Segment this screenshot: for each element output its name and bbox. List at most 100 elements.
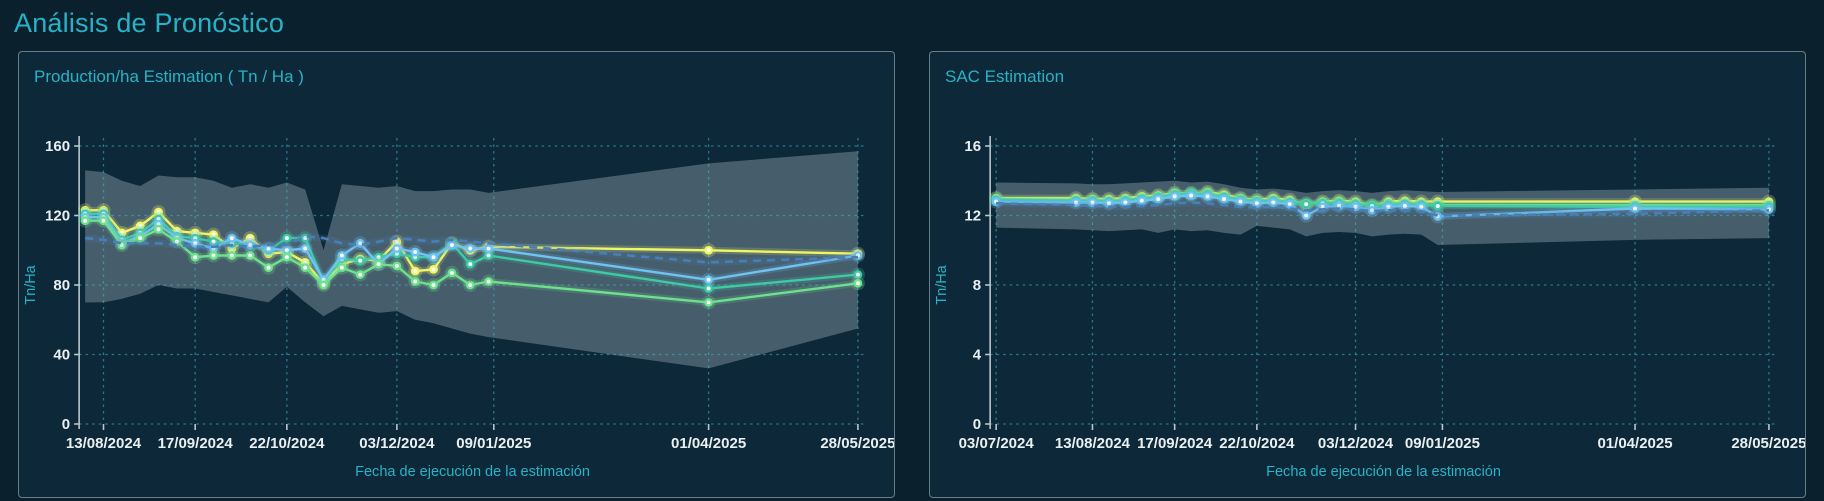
production-estimation-panel: Production/ha Estimation ( Tn / Ha ) 0 40… bbox=[18, 51, 895, 498]
y-tick-label: 8 bbox=[973, 277, 981, 294]
y-tick-label: 160 bbox=[45, 138, 70, 155]
estimation-green-point-center bbox=[431, 283, 436, 287]
estimation-teal-point-center bbox=[303, 236, 308, 241]
estimation-blue-point-center bbox=[486, 246, 491, 251]
estimation-blue-point-center bbox=[413, 249, 418, 254]
x-tick-label: 01/04/2025 bbox=[1597, 435, 1672, 452]
estimation-blue-point-center bbox=[1287, 202, 1292, 207]
estimation-teal-point-center bbox=[706, 286, 711, 291]
estimation-green-point-center bbox=[174, 239, 179, 244]
estimation-yellow-point-center bbox=[413, 269, 418, 274]
estimation-teal-point-center bbox=[855, 272, 860, 277]
estimation-blue-point-center bbox=[1633, 206, 1638, 211]
estimation-green-point-center bbox=[468, 283, 473, 287]
x-axis-title: Fecha de ejecución de la estimación bbox=[355, 464, 590, 480]
page-title: Análisis de Pronóstico bbox=[14, 8, 285, 38]
estimation-teal-point-center bbox=[211, 239, 216, 244]
estimation-green-point-center bbox=[248, 253, 253, 258]
estimation-yellow-point-center bbox=[156, 210, 161, 215]
y-axis-title: Tn/Ha bbox=[934, 264, 950, 304]
x-axis-title: Fecha de ejecución de la estimación bbox=[1266, 464, 1501, 480]
y-tick-label: 0 bbox=[973, 416, 981, 433]
estimation-blue-point-center bbox=[358, 241, 363, 246]
estimation-blue-point-center bbox=[468, 246, 473, 251]
estimation-blue-point-center bbox=[431, 255, 436, 260]
estimation-blue-point-center bbox=[1369, 208, 1374, 213]
estimation-green-point-center bbox=[855, 281, 860, 286]
estimation-yellow-point-center bbox=[248, 236, 253, 241]
y-tick-label: 0 bbox=[62, 416, 70, 433]
reference-dashed-blue-line bbox=[85, 235, 858, 264]
estimation-blue-point-center bbox=[1221, 196, 1226, 201]
estimation-yellow-point-center bbox=[119, 230, 124, 235]
estimation-blue-point-center bbox=[1156, 196, 1161, 201]
estimation-yellow-point-center bbox=[394, 239, 399, 244]
estimation-green-point-center bbox=[376, 262, 381, 267]
estimation-blue-point-center bbox=[229, 236, 234, 241]
estimation-green-point-center bbox=[138, 236, 143, 241]
estimation-yellow-point-center bbox=[431, 267, 436, 272]
estimation-blue-point-center bbox=[193, 241, 198, 246]
estimation-blue-point-center bbox=[1074, 200, 1079, 205]
estimation-green-point-center bbox=[83, 218, 88, 223]
estimation-blue-point-center bbox=[1271, 200, 1276, 205]
estimation-green-point-center bbox=[394, 263, 399, 268]
estimation-blue-point-center bbox=[394, 246, 399, 251]
estimation-blue-point-center bbox=[1419, 204, 1424, 209]
x-tick-label: 28/05/2025 bbox=[820, 435, 894, 452]
y-tick-label: 40 bbox=[53, 347, 70, 364]
estimation-blue-point-center bbox=[1304, 213, 1309, 218]
x-tick-label: 09/01/2025 bbox=[1405, 435, 1480, 452]
y-axis-title: Tn/Ha bbox=[23, 264, 39, 304]
y-tick-label: 80 bbox=[53, 277, 70, 294]
estimation-blue-point-center bbox=[1238, 199, 1243, 204]
y-tick-label: 16 bbox=[964, 138, 981, 155]
estimation-green-point-center bbox=[706, 300, 711, 305]
estimation-green-point-center bbox=[284, 255, 289, 260]
estimation-blue-point-center bbox=[1402, 203, 1407, 208]
estimation-blue-point-center bbox=[1386, 204, 1391, 209]
x-tick-label: 17/09/2024 bbox=[1137, 435, 1213, 452]
estimation-blue-point-center bbox=[248, 243, 253, 248]
production-chart-title: Production/ha Estimation ( Tn / Ha ) bbox=[34, 67, 304, 86]
estimation-teal-point-center bbox=[1435, 203, 1440, 208]
estimation-yellow-point-center bbox=[211, 232, 216, 237]
estimation-blue-point-center bbox=[449, 243, 454, 248]
x-tick-label: 03/12/2024 bbox=[359, 435, 435, 452]
x-tick-label: 03/12/2024 bbox=[1318, 435, 1394, 452]
estimation-blue-point-center bbox=[1353, 204, 1358, 209]
estimation-blue-point-center bbox=[1123, 200, 1128, 205]
x-tick-label: 13/08/2024 bbox=[66, 435, 142, 452]
estimation-blue-point-center bbox=[1337, 203, 1342, 208]
sac-estimation-chart[interactable]: 0 4 8 12 16 03/07/2024 13/08/2024 17/09/2024 22/… bbox=[930, 89, 1805, 481]
estimation-blue-point-center bbox=[266, 246, 271, 251]
estimation-blue-point-center bbox=[1189, 193, 1194, 198]
x-tick-label: 09/01/2025 bbox=[456, 435, 531, 452]
estimation-teal-point-center bbox=[376, 255, 381, 260]
estimation-blue-point-center bbox=[284, 248, 289, 253]
y-tick-label: 12 bbox=[964, 208, 981, 225]
x-tick-label: 01/04/2025 bbox=[671, 435, 746, 452]
sac-chart-title: SAC Estimation bbox=[945, 67, 1065, 86]
estimation-green-point-center bbox=[486, 279, 491, 284]
charts-row: Production/ha Estimation ( Tn / Ha ) 0 40… bbox=[0, 51, 1824, 498]
estimation-yellow-point-center bbox=[706, 248, 711, 253]
estimation-blue-point-center bbox=[339, 253, 344, 258]
estimation-blue-point-center bbox=[1106, 201, 1111, 206]
sac-estimation-panel: SAC Estimation 0 4 8 12 16 03/07/2024 13/08/20… bbox=[929, 51, 1806, 498]
estimation-blue-point-center bbox=[1320, 204, 1325, 209]
estimation-green-point-center bbox=[229, 253, 234, 258]
estimation-green-point-center bbox=[266, 265, 271, 270]
x-tick-label: 13/08/2024 bbox=[1055, 435, 1131, 452]
estimation-green-point-center bbox=[449, 270, 454, 275]
estimation-green-point-center bbox=[358, 272, 363, 277]
production-estimation-chart[interactable]: 0 40 80 120 160 13/08/2024 17/09/2024 22/10/202… bbox=[19, 89, 894, 481]
estimation-blue-point-center bbox=[1139, 198, 1144, 203]
x-tick-label: 22/10/2024 bbox=[1219, 435, 1295, 452]
y-tick-label: 120 bbox=[45, 208, 70, 225]
estimation-teal-point-center bbox=[468, 262, 473, 267]
estimation-blue-point-center bbox=[303, 246, 308, 251]
estimation-green-point-center bbox=[101, 218, 106, 223]
estimation-green-point-center bbox=[119, 243, 124, 248]
